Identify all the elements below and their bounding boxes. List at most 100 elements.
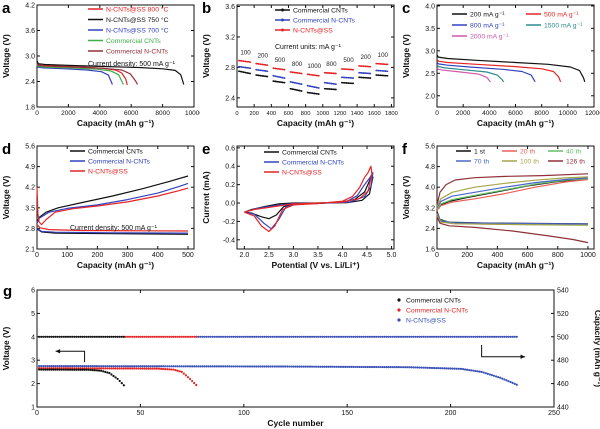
svg-text:600: 600 (284, 111, 294, 117)
svg-text:500: 500 (343, 57, 354, 64)
svg-text:Commercial N-CNTs: Commercial N-CNTs (106, 48, 169, 55)
svg-text:Current units: mA g⁻¹: Current units: mA g⁻¹ (275, 44, 342, 51)
svg-text:300: 300 (122, 252, 134, 259)
svg-text:1200: 1200 (333, 111, 346, 117)
svg-text:N-CNTs@SS: N-CNTs@SS (88, 168, 128, 175)
axes: 0 200 400 600 800 1000 1200 1400 1600 1800 2.4 2.8 3… (201, 4, 398, 128)
svg-text:100: 100 (240, 49, 251, 56)
svg-text:Cycle number: Cycle number (267, 418, 324, 428)
annotation: Current density: 500 mA g⁻¹ (88, 61, 176, 68)
svg-text:N-CNTs@SS: N-CNTs@SS (282, 169, 322, 176)
svg-text:1800: 1800 (385, 111, 398, 117)
series-800-ma-g⁻¹ (436, 61, 536, 83)
series-1-st-charge (436, 178, 589, 210)
svg-text:Current density: 500 mA g⁻¹: Current density: 500 mA g⁻¹ (70, 225, 158, 232)
panel-g-chart: 0 50 100 150 200 250 1 2 3 4 5 6 440 460 480 500 520 540 C… (1, 288, 600, 429)
svg-text:800: 800 (301, 111, 311, 117)
svg-text:4.0: 4.0 (425, 185, 435, 192)
svg-text:5: 5 (31, 311, 35, 318)
series-20-th-charge (436, 178, 589, 211)
annotation: 500 (275, 57, 286, 64)
svg-text:Commercial N-CNTs: Commercial N-CNTs (282, 159, 345, 166)
svg-text:2.4: 2.4 (225, 95, 235, 102)
svg-text:2.0: 2.0 (239, 252, 249, 259)
legend: Commercial CNTs Commercial N-CNTs N-CNTs@S… (275, 7, 356, 34)
svg-text:0.0: 0.0 (225, 201, 235, 208)
panel-label-d: d (2, 141, 12, 158)
svg-text:5.6: 5.6 (25, 144, 35, 151)
svg-text:1500 mA g⁻¹: 1500 mA g⁻¹ (544, 22, 583, 29)
svg-text:0: 0 (35, 110, 39, 117)
svg-text:200: 200 (445, 410, 457, 417)
svg-text:4000: 4000 (93, 110, 108, 117)
series-commercial-n-cnts-discharge (36, 227, 189, 234)
svg-text:3.5: 3.5 (25, 205, 35, 212)
svg-text:Commercial N-CNTs: Commercial N-CNTs (293, 17, 356, 24)
svg-text:4.2: 4.2 (25, 3, 35, 10)
axes: 0 50 100 150 200 250 1 2 3 4 5 6 440 460 480 500 520 540 C… (1, 288, 600, 429)
svg-text:2.5: 2.5 (264, 252, 274, 259)
panel-label-e: e (202, 141, 211, 158)
svg-text:40 th: 40 th (566, 148, 581, 155)
svg-text:Voltage (V): Voltage (V) (1, 175, 11, 219)
series-n-cnts@ss-700-°c (36, 64, 113, 85)
series-126-th-charge (436, 173, 589, 206)
series-500-ma-g⁻¹ (436, 59, 562, 83)
series-100-th-discharge (436, 215, 589, 226)
svg-text:3.0: 3.0 (289, 252, 299, 259)
svg-text:N-CNTs@SS 750 °C: N-CNTs@SS 750 °C (106, 16, 169, 24)
svg-text:10000: 10000 (559, 110, 577, 117)
svg-text:8000: 8000 (155, 110, 170, 117)
legend: 1 st 20 th 40 th 70 th 100 th 126 th (456, 148, 585, 165)
svg-text:N-CNTs@SS: N-CNTs@SS (406, 317, 446, 324)
svg-text:0.2: 0.2 (225, 182, 235, 189)
svg-text:0: 0 (35, 252, 39, 259)
svg-text:100: 100 (378, 52, 389, 59)
svg-text:1000: 1000 (307, 63, 321, 70)
svg-text:N-CNTs@SS: N-CNTs@SS (293, 27, 333, 34)
svg-text:Commercial N-CNTs: Commercial N-CNTs (406, 307, 469, 314)
series-commercial-cnts-charge (36, 175, 189, 223)
svg-text:Commercial CNTs: Commercial CNTs (293, 7, 348, 14)
series-commercial-n-cnts (244, 172, 374, 230)
panel-label-f: f (402, 141, 407, 158)
svg-text:4.8: 4.8 (425, 164, 435, 171)
svg-text:2.5: 2.5 (425, 71, 435, 78)
svg-text:Voltage (V): Voltage (V) (401, 34, 411, 78)
annotation: 1000 (307, 63, 321, 70)
annotation: 100 (240, 49, 251, 56)
series-n-cnts@ss (238, 59, 389, 77)
svg-text:1: 1 (31, 405, 35, 412)
svg-text:Voltage (V): Voltage (V) (201, 34, 211, 78)
series-commercial-n-cnts-capacity (122, 335, 198, 338)
svg-text:3.6: 3.6 (25, 28, 35, 35)
panel-a-content: 0 2000 4000 6000 8000 10000 1.8 2.4 3.0 3.6 4.2 Cap… (1, 3, 200, 129)
annotation: 800 (292, 61, 303, 68)
svg-text:460: 460 (557, 381, 569, 388)
svg-text:4: 4 (31, 334, 35, 341)
annotation (55, 349, 86, 363)
svg-text:2000: 2000 (456, 110, 471, 117)
svg-text:20 th: 20 th (520, 148, 535, 155)
svg-text:0.6: 0.6 (225, 145, 235, 152)
svg-text:Commercial N-CNTs: Commercial N-CNTs (88, 158, 151, 165)
annotation: 500 (343, 57, 354, 64)
svg-text:2.8: 2.8 (25, 226, 35, 233)
panel-f-content: 0 200 400 600 800 1000 1.6 2.4 3.2 4.0 4.8 5.6 Capac… (401, 144, 596, 271)
svg-text:2.8: 2.8 (225, 65, 235, 72)
series-commercial-cnts (36, 63, 124, 85)
svg-text:-0.2: -0.2 (223, 219, 235, 226)
svg-text:N-CNTs@SS 700 °C: N-CNTs@SS 700 °C (106, 26, 169, 34)
series-n-cnts@ss (244, 165, 373, 233)
legend: 200 mA g⁻¹ 500 mA g⁻¹ 800 mA g⁻¹ 1500 mA g⁻… (452, 11, 583, 40)
svg-text:Capacity (mAh g⁻¹): Capacity (mAh g⁻¹) (593, 310, 600, 387)
series-2000-ma-g⁻¹ (436, 67, 491, 83)
panel-label-c: c (402, 0, 411, 17)
svg-text:2000 mA g⁻¹: 2000 mA g⁻¹ (470, 33, 509, 40)
annotation: Current units: mA g⁻¹ (275, 44, 342, 51)
svg-text:Capacity (mAh g⁻¹): Capacity (mAh g⁻¹) (477, 260, 554, 270)
series-1-st-discharge (436, 211, 589, 225)
